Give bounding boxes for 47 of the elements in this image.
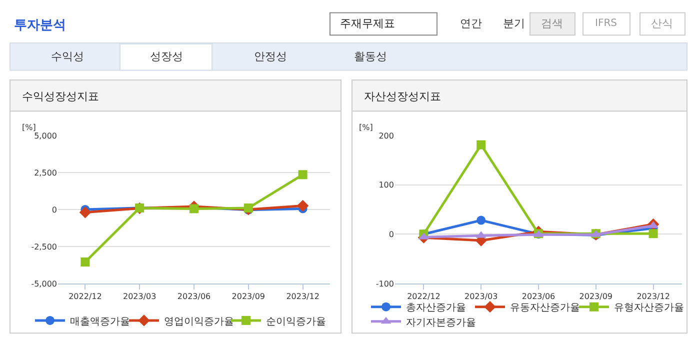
x-tick-label: 2023/06 (522, 292, 556, 302)
text: 검색 (541, 17, 563, 30)
point (476, 140, 486, 150)
legend-label: 자기자본증가율 (406, 317, 476, 328)
chart-title: 수익성장성지표 (22, 90, 99, 103)
x-tick-label: 2023/06 (177, 292, 211, 302)
x-tick-label: 2022/12 (68, 292, 102, 302)
text: 산식 (651, 17, 673, 30)
text: IFRS (595, 18, 617, 29)
legend-label: 매출액증가율 (70, 316, 130, 328)
legend-label: 유형자산증가율 (614, 302, 684, 314)
text: 성장성 (150, 50, 183, 63)
x-tick-label: 2023/09 (232, 292, 266, 302)
y-axis-title: [%] (359, 123, 373, 132)
y-tick-label: -5,000 (31, 279, 57, 288)
point (80, 257, 90, 266)
text: 분기 (503, 17, 525, 30)
x-tick-label: 2023/12 (286, 292, 320, 302)
x-tick-label: 2023/12 (636, 292, 670, 302)
y-tick-label: 2,500 (34, 168, 57, 178)
chart-title: 자산성장성지표 (364, 90, 441, 103)
text: 수익성 (51, 50, 84, 63)
point (298, 170, 308, 180)
x-tick-label: 2022/12 (407, 292, 440, 302)
legend-label: 영업이익증가율 (164, 316, 234, 328)
y-tick-label: 0 (52, 205, 57, 214)
text: 안정성 (254, 50, 287, 63)
y-tick-label: 200 (378, 131, 394, 140)
y-tick-label: -2,500 (31, 242, 57, 252)
text: 연간 (460, 17, 482, 30)
point (79, 206, 92, 218)
text: 활동성 (354, 50, 387, 63)
legend-label: 유동자산증가율 (510, 302, 580, 314)
legend-label: 순이익증가율 (266, 316, 326, 328)
y-tick-label: 0 (388, 230, 394, 239)
y-tick-label: 100 (378, 180, 394, 190)
y-tick-label: -100 (376, 279, 394, 288)
y-tick-label: 5,000 (34, 131, 57, 140)
text: 주재무제표 (340, 17, 395, 30)
y-axis-title: [%] (22, 123, 36, 132)
x-tick-label: 2023/03 (122, 292, 156, 302)
point (476, 216, 486, 225)
x-tick-label: 2023/09 (579, 292, 613, 302)
x-tick-label: 2023/03 (464, 292, 498, 302)
text: 투자분석 (14, 18, 66, 33)
legend-label: 총자산증가율 (406, 302, 466, 314)
point (296, 200, 309, 212)
